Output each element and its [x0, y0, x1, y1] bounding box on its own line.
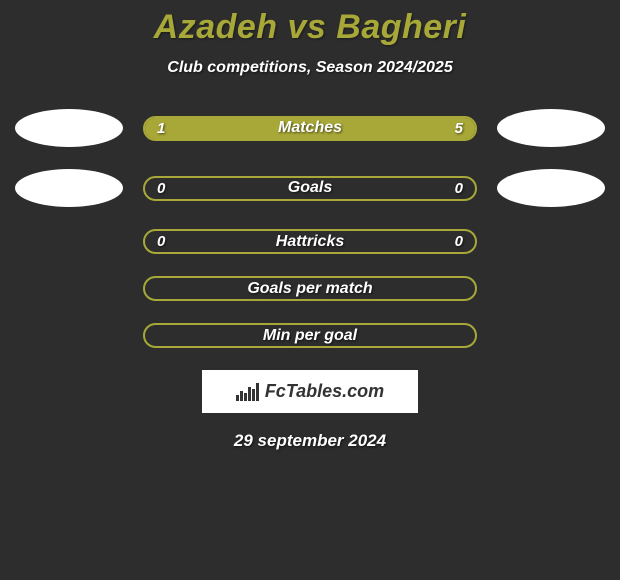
stat-bar: 0 Goals 0 — [143, 176, 477, 201]
stat-label: Goals — [288, 179, 332, 197]
stat-label: Min per goal — [263, 327, 357, 345]
stat-left-value: 0 — [157, 233, 175, 250]
player-right-avatar — [497, 109, 605, 147]
player-left-avatar — [15, 169, 123, 207]
stat-right-value: 0 — [445, 233, 463, 250]
fctables-logo[interactable]: FcTables.com — [202, 370, 418, 413]
subtitle: Club competitions, Season 2024/2025 — [0, 59, 620, 77]
stat-label: Hattricks — [276, 233, 344, 251]
stat-bar: 1 Matches 5 — [143, 116, 477, 141]
stat-bar: Min per goal — [143, 323, 477, 348]
page-title: Azadeh vs Bagheri — [0, 8, 620, 47]
stat-right-value: 0 — [445, 180, 463, 197]
player-right-avatar — [497, 169, 605, 207]
chart-icon — [236, 383, 259, 401]
stat-bar: 0 Hattricks 0 — [143, 229, 477, 254]
logo-text: FcTables.com — [265, 381, 384, 402]
stat-left-value: 1 — [157, 120, 175, 137]
stat-left-value: 0 — [157, 180, 175, 197]
stat-bar: Goals per match — [143, 276, 477, 301]
date-text: 29 september 2024 — [0, 431, 620, 451]
stat-right-value: 5 — [445, 120, 463, 137]
player-left-avatar — [15, 109, 123, 147]
stat-label: Goals per match — [247, 280, 372, 298]
stat-label: Matches — [278, 119, 342, 137]
